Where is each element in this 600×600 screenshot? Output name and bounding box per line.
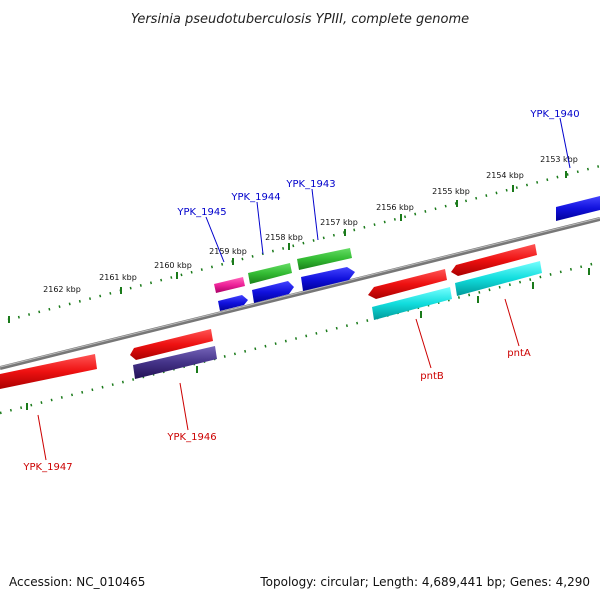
ruler-label-2162: 2162 kbp bbox=[43, 285, 81, 294]
gene-ypk-1940-arrow[interactable] bbox=[556, 196, 600, 221]
label-ypk-1947: YPK_1947 bbox=[22, 462, 72, 473]
map-title: Yersinia pseudotuberculosis YPIII, compl… bbox=[131, 12, 469, 27]
ruler-label-2157: 2157 kbp bbox=[320, 218, 358, 227]
lower-ruler-dots bbox=[0, 260, 600, 415]
gene-ypk-1943-blue-arrow[interactable] bbox=[301, 267, 355, 291]
label-ypk-1945: YPK_1945 bbox=[176, 207, 226, 218]
gene-ypk-1947-red-arrow[interactable] bbox=[0, 354, 97, 389]
label-ypk-1943: YPK_1943 bbox=[285, 179, 335, 190]
ruler-label-2155: 2155 kbp bbox=[432, 187, 470, 196]
ruler-labels: 2153 kbp 2154 kbp 2155 kbp 2156 kbp 2157… bbox=[43, 155, 578, 294]
gene-pntb-cyan-arrow[interactable] bbox=[372, 287, 452, 320]
label-pnta: pntA bbox=[507, 348, 531, 359]
gene-ypk-1945-blue-arrow[interactable] bbox=[218, 295, 248, 311]
label-ypk-1946: YPK_1946 bbox=[166, 432, 216, 443]
gene-pntb-red-arrow[interactable] bbox=[368, 269, 447, 299]
gene-ypk-1943-green-arrow[interactable] bbox=[297, 248, 352, 270]
gene-ypk-1946-purple-arrow[interactable] bbox=[133, 346, 217, 379]
reverse-genes bbox=[0, 244, 542, 389]
label-ypk-1944: YPK_1944 bbox=[230, 192, 280, 203]
ruler-label-2156: 2156 kbp bbox=[376, 203, 414, 212]
lower-ruler-major-ticks bbox=[26, 268, 590, 410]
ruler-label-2158: 2158 kbp bbox=[265, 233, 303, 242]
ruler-label-2153: 2153 kbp bbox=[540, 155, 578, 164]
upper-ruler-major-ticks bbox=[8, 171, 567, 323]
gene-pnta-red-arrow[interactable] bbox=[451, 244, 537, 276]
gene-labels: YPK_1940 YPK_1943 YPK_1944 YPK_1945 YPK_… bbox=[22, 109, 579, 473]
label-pntb: pntB bbox=[420, 371, 444, 382]
gene-ypk-1944-blue-arrow[interactable] bbox=[252, 281, 294, 303]
accession-text: Accession: NC_010465 bbox=[9, 575, 145, 589]
gene-ypk-1946-red-arrow[interactable] bbox=[130, 329, 213, 360]
ruler-label-2161: 2161 kbp bbox=[99, 273, 137, 282]
label-ypk-1940: YPK_1940 bbox=[529, 109, 579, 120]
genome-backbone-highlight bbox=[0, 217, 600, 368]
upper-ruler-dots bbox=[7, 164, 600, 322]
ruler-label-2154: 2154 kbp bbox=[486, 171, 524, 180]
gene-ypk-1944-green-arrow[interactable] bbox=[248, 263, 292, 284]
ruler-label-2159: 2159 kbp bbox=[209, 247, 247, 256]
genome-stats-text: Topology: circular; Length: 4,689,441 bp… bbox=[259, 575, 590, 589]
leader-lines bbox=[37, 117, 571, 461]
ruler-label-2160: 2160 kbp bbox=[154, 261, 192, 270]
forward-genes bbox=[214, 196, 600, 311]
gene-ypk-1945-magenta-arrow[interactable] bbox=[214, 277, 245, 293]
genome-backbone bbox=[0, 217, 600, 370]
gene-pnta-cyan-arrow[interactable] bbox=[455, 261, 542, 296]
